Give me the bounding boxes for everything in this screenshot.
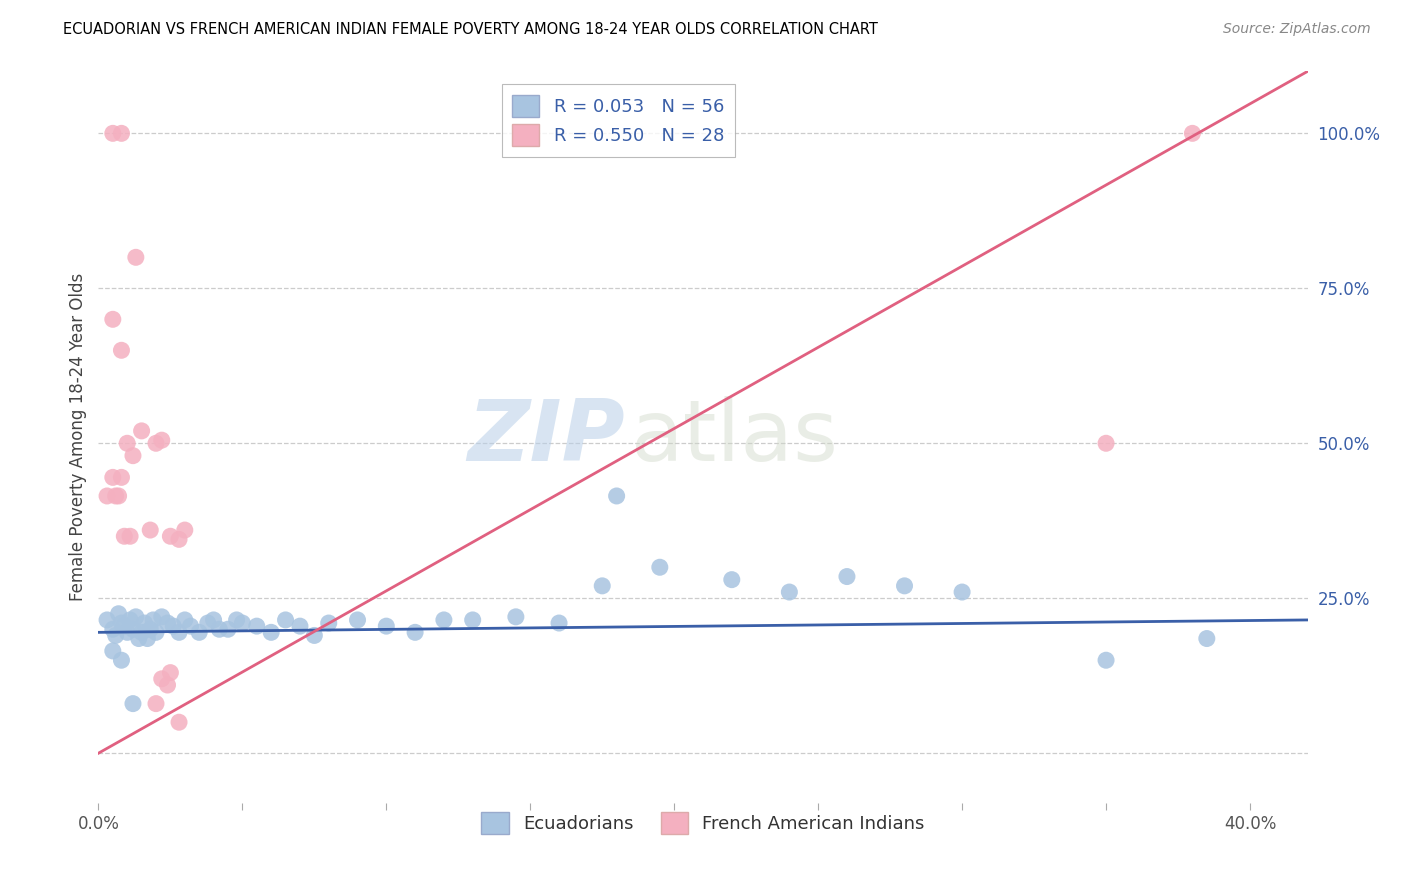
Point (115, 625, 138, 640)
Point (173, 523, 195, 537)
Point (101, 470, 124, 484)
Point (139, 622, 162, 636)
Point (167, 533, 190, 547)
Point (101, 312, 124, 326)
Point (720, 573, 742, 587)
Text: ZIP: ZIP (467, 395, 624, 479)
Point (96, 613, 118, 627)
Point (433, 613, 456, 627)
Text: Source: ZipAtlas.com: Source: ZipAtlas.com (1223, 22, 1371, 37)
Point (231, 615, 253, 630)
Point (136, 632, 159, 646)
Point (125, 610, 148, 624)
Point (835, 569, 858, 583)
Point (115, 436, 138, 450)
Point (112, 529, 135, 543)
Point (101, 644, 124, 658)
Point (225, 613, 247, 627)
Point (120, 529, 142, 543)
Point (202, 613, 225, 627)
Point (128, 632, 150, 646)
Point (112, 619, 135, 633)
Point (208, 622, 231, 636)
Point (110, 470, 132, 484)
Point (505, 610, 527, 624)
Point (145, 436, 167, 450)
Point (150, 672, 173, 686)
Point (107, 607, 129, 621)
Point (318, 615, 340, 630)
Point (131, 625, 153, 640)
Point (606, 489, 628, 503)
Point (145, 697, 167, 711)
Point (288, 619, 311, 633)
Text: atlas: atlas (630, 395, 838, 479)
Point (180, 619, 202, 633)
Legend: Ecuadorians, French American Indians: Ecuadorians, French American Indians (474, 805, 932, 841)
Point (134, 615, 156, 630)
Point (167, 715, 190, 730)
Point (101, 126, 124, 140)
Point (893, 579, 915, 593)
Point (122, 697, 145, 711)
Point (188, 625, 211, 640)
Point (125, 250, 148, 264)
Point (591, 579, 613, 593)
Point (110, 615, 132, 630)
Point (260, 625, 283, 640)
Point (167, 625, 190, 640)
Point (156, 678, 179, 692)
Point (197, 615, 219, 630)
Point (548, 615, 571, 630)
Point (142, 613, 165, 627)
Point (159, 529, 181, 543)
Point (131, 424, 153, 438)
Point (104, 628, 127, 642)
Point (217, 622, 239, 636)
Point (159, 665, 181, 680)
Point (346, 613, 368, 627)
Point (120, 613, 142, 627)
Point (1181, 126, 1204, 140)
Y-axis label: Female Poverty Among 18-24 Year Olds: Female Poverty Among 18-24 Year Olds (69, 273, 87, 601)
Point (778, 585, 800, 599)
Point (461, 613, 484, 627)
Point (1195, 632, 1218, 646)
Point (122, 449, 145, 463)
Point (950, 585, 973, 599)
Point (107, 489, 129, 503)
Point (1095, 653, 1118, 667)
Point (1095, 436, 1118, 450)
Point (96, 489, 118, 503)
Point (246, 619, 269, 633)
Point (139, 523, 162, 537)
Point (110, 653, 132, 667)
Point (110, 343, 132, 358)
Point (404, 625, 426, 640)
Point (145, 625, 167, 640)
Point (150, 433, 173, 447)
Point (375, 619, 398, 633)
Point (110, 126, 132, 140)
Point (156, 615, 179, 630)
Point (162, 619, 184, 633)
Point (101, 622, 124, 636)
Point (150, 610, 173, 624)
Point (122, 622, 145, 636)
Text: ECUADORIAN VS FRENCH AMERICAN INDIAN FEMALE POVERTY AMONG 18-24 YEAR OLDS CORREL: ECUADORIAN VS FRENCH AMERICAN INDIAN FEM… (63, 22, 879, 37)
Point (173, 613, 195, 627)
Point (274, 613, 297, 627)
Point (304, 628, 326, 642)
Point (648, 560, 671, 574)
Point (104, 489, 127, 503)
